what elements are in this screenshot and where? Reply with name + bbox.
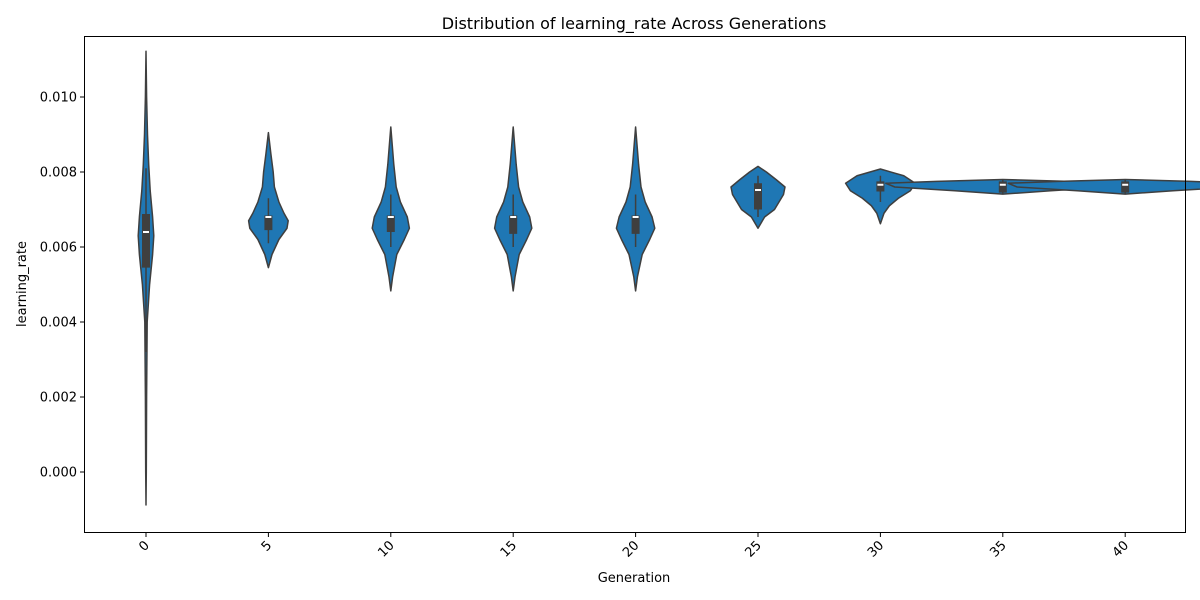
violin-iqr-box <box>142 214 150 268</box>
y-tick-label: 0.004 <box>40 316 77 331</box>
violin-group-gen-25 <box>730 165 786 229</box>
violin-iqr-box <box>509 215 518 234</box>
violin-iqr-box <box>754 183 762 210</box>
violin-group-gen-20 <box>615 126 656 292</box>
y-axis: 0.000 0.002 0.004 0.006 0.008 0.010 <box>40 91 85 481</box>
violin-iqr-box <box>386 215 395 232</box>
x-axis-label: Generation <box>598 571 671 586</box>
y-axis-label: learning_rate <box>15 241 30 327</box>
plot-frame <box>84 36 1186 533</box>
plot-area <box>137 50 1200 506</box>
violin-group-gen-5 <box>247 131 289 269</box>
violin-group-gen-40 <box>1007 178 1200 195</box>
violin-group-gen-0 <box>137 50 155 506</box>
y-tick-label: 0.010 <box>40 91 77 106</box>
chart-title: Distribution of learning_rate Across Gen… <box>442 14 827 34</box>
y-tick-label: 0.000 <box>40 466 77 481</box>
violin-body <box>1007 178 1200 195</box>
violin-iqr-box <box>264 215 273 231</box>
y-tick-label: 0.008 <box>40 166 77 181</box>
violin-group-gen-15 <box>493 126 533 292</box>
violin-iqr-box <box>876 181 885 192</box>
y-tick-label: 0.006 <box>40 241 77 256</box>
violin-group-gen-10 <box>371 126 411 292</box>
violin-iqr-box <box>1121 181 1130 193</box>
violin-iqr-box <box>631 215 640 234</box>
y-tick-label: 0.002 <box>40 391 77 406</box>
violin-iqr-box <box>998 181 1007 193</box>
